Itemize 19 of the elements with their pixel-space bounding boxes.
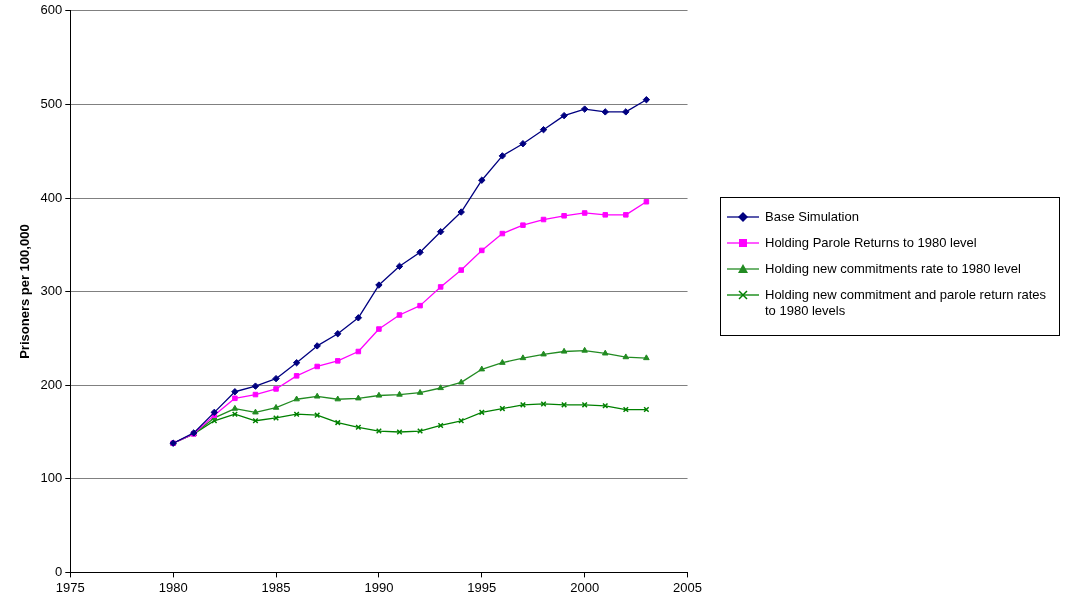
legend-label: Holding Parole Returns to 1980 level xyxy=(765,235,978,251)
y-tick-label: 0 xyxy=(55,563,63,579)
x-tick-label: 1980 xyxy=(158,579,188,595)
y-tick-label: 500 xyxy=(40,95,63,111)
y-tick-label: 200 xyxy=(40,376,63,392)
legend-label: Holding new commitments rate to 1980 level xyxy=(765,261,1022,277)
x-tick-label: 1985 xyxy=(261,579,291,595)
x-tick-label: 1995 xyxy=(467,579,497,595)
x-tick-label: 1975 xyxy=(55,579,85,595)
y-tick-label: 600 xyxy=(40,2,63,18)
x-tick-label: 1990 xyxy=(364,579,394,595)
y-tick-label: 400 xyxy=(40,189,63,205)
y-axis-title: Prisoners per 100,000 xyxy=(17,224,33,359)
x-tick-label: 2005 xyxy=(673,579,702,595)
legend-label: Base Simulation xyxy=(765,209,860,225)
y-tick-label: 100 xyxy=(40,470,63,486)
x-tick-label: 2000 xyxy=(570,579,600,595)
y-tick-label: 300 xyxy=(40,283,63,299)
legend-label: Holding new commitment and parole return rates to 1980 levels xyxy=(765,287,1047,319)
